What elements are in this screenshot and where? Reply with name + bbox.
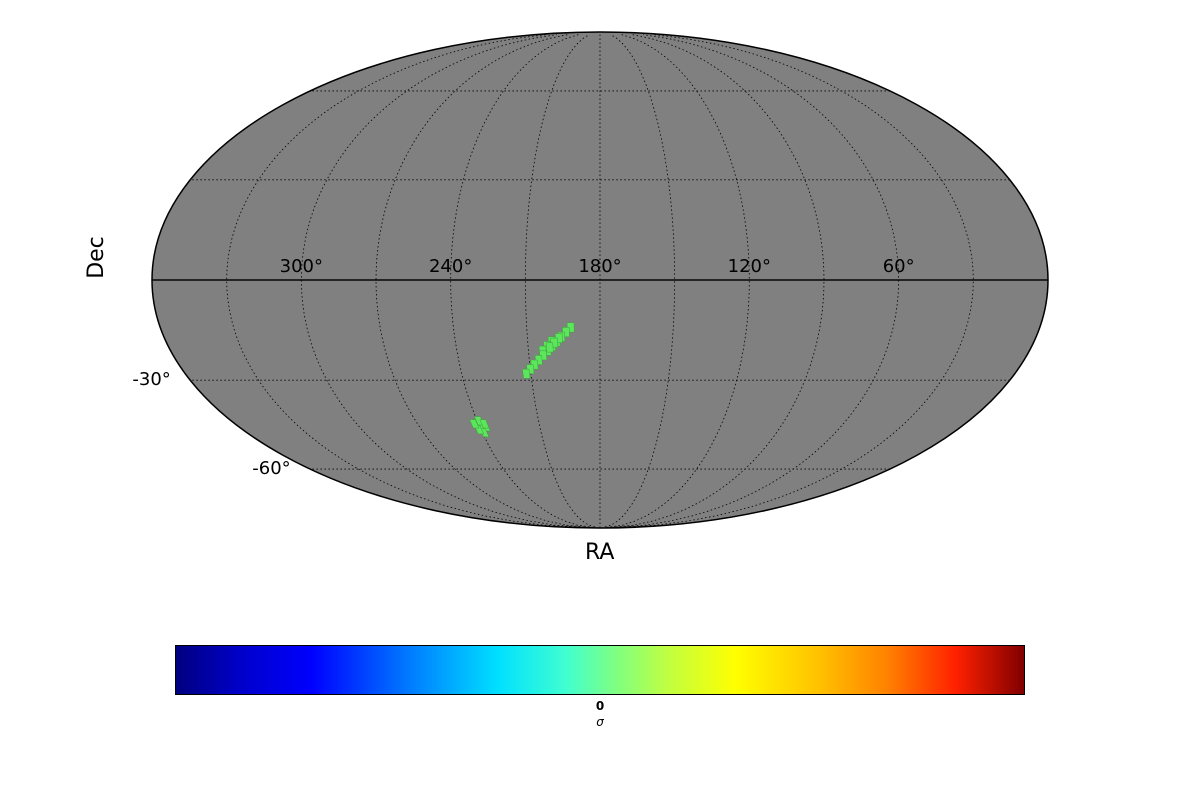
ra-tick-label: 180° — [578, 256, 621, 277]
colorbar-tick-label: 0 — [596, 699, 604, 713]
dec-tick-label: -30° — [132, 369, 170, 390]
mollweide-projection: 300° 240° 180° 120° 60° — [150, 30, 1050, 530]
dec-axis-label: Dec — [84, 236, 109, 279]
ra-axis-label: RA — [585, 540, 614, 565]
sky-map-area: 300° 240° 180° 120° 60° — [150, 30, 1050, 530]
ra-tick-label: 240° — [429, 256, 472, 277]
colorbar-label: σ — [596, 715, 604, 729]
colorbar-gradient — [175, 645, 1025, 695]
colorbar-container: 0 σ — [175, 645, 1025, 695]
dec-tick-label: -60° — [252, 458, 290, 479]
ra-tick-label: 60° — [883, 256, 915, 277]
ra-tick-label: 300° — [280, 256, 323, 277]
ra-tick-label: 120° — [728, 256, 771, 277]
